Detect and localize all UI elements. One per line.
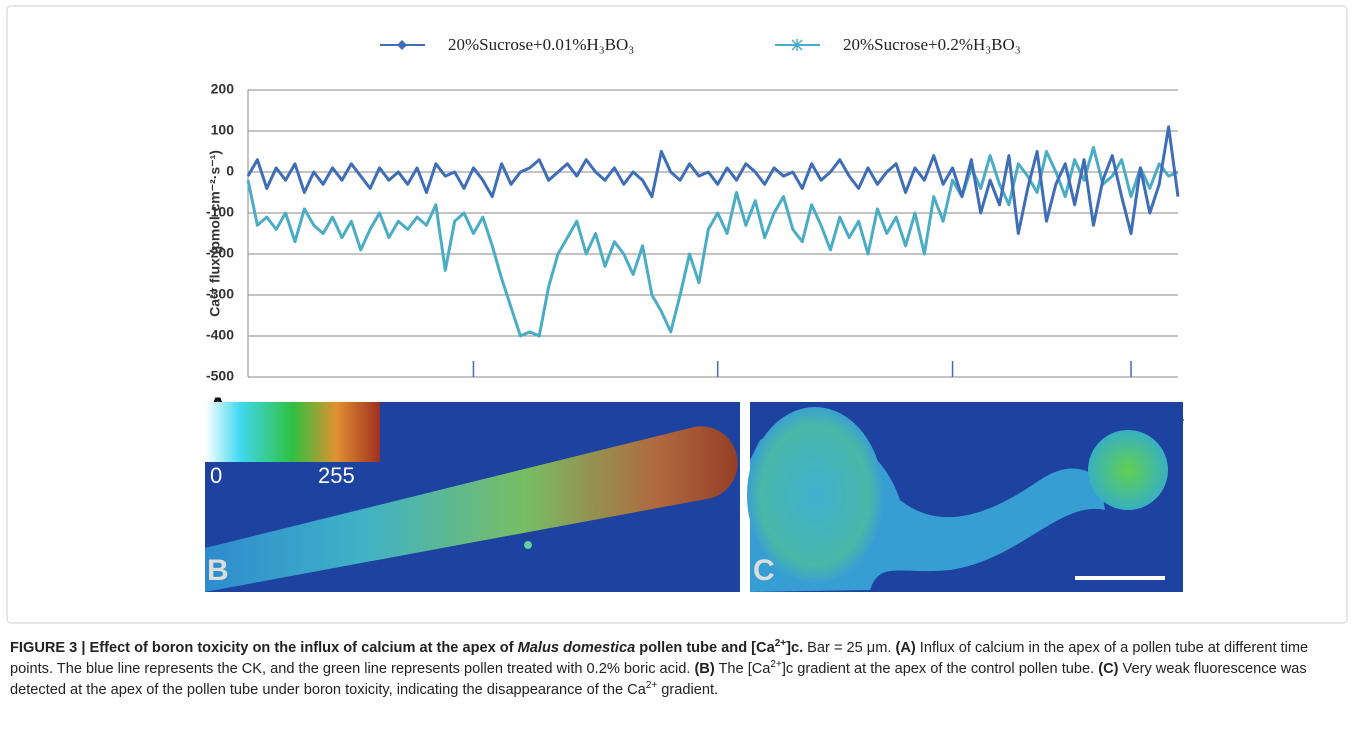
figure-frame [6, 5, 1348, 624]
caption-text: ]c gradient at the apex of the control p… [781, 661, 1099, 677]
panel-label: C [753, 554, 775, 587]
caption-text: Bar = 25 μm. [803, 640, 896, 656]
panel-c: C [747, 402, 1183, 592]
caption-text: Influx of calcium in the apex of a polle… [10, 640, 1309, 677]
caption-text: pollen tube and [Ca [635, 640, 775, 656]
legend-marker [791, 39, 803, 51]
caption-text: The [Ca [714, 661, 771, 677]
tube-tip [1088, 430, 1168, 510]
y-tick-label: 200 [211, 81, 235, 97]
panel-b: 0 255 B [205, 402, 740, 592]
caption-text: Malus domestica [517, 640, 636, 656]
y-tick-label: -300 [206, 286, 234, 302]
caption-text: gradient. [657, 682, 719, 698]
legend-label: 20%Sucrose+0.01%H₃BO₃ [448, 35, 634, 54]
caption-text: 2+ [645, 680, 658, 692]
caption-text: (A) [895, 640, 916, 656]
colorbar [205, 402, 380, 462]
figure: 200 100 0 -100 -200 -300 -400 -500 Ca²⁺ flux (pm… [6, 5, 1348, 624]
y-tick-label: -200 [206, 245, 234, 261]
y-tick-label: -500 [206, 368, 234, 384]
legend-marker [397, 40, 407, 50]
y-axis-label: Ca²⁺ flux (pmol·cm⁻²·s⁻¹) [207, 150, 223, 317]
y-tick-label: 0 [226, 163, 234, 179]
caption-text: (B) [694, 661, 715, 677]
y-tick-label: -100 [206, 204, 234, 220]
pollen-tube [205, 426, 738, 592]
series-line [246, 125, 1180, 235]
caption-text: 2+ [774, 638, 787, 650]
colorbar-max: 255 [318, 463, 355, 488]
caption-text: 2+ [770, 659, 782, 671]
y-tick-label: 100 [211, 122, 235, 138]
colorbar-min: 0 [210, 463, 222, 488]
pollen-grain [747, 407, 883, 583]
caption-text: Very weak fluorescence was detected at t… [10, 661, 1307, 698]
caption-text: ]c. [786, 640, 804, 656]
chart: 200 100 0 -100 -200 -300 -400 -500 Ca²⁺ flux (pm… [206, 35, 1184, 428]
caption: FIGURE 3 | Effect of boron toxicity on t… [10, 638, 1345, 701]
legend-label: 20%Sucrose+0.2%H₃BO₃ [843, 35, 1021, 54]
y-tick-label: -400 [206, 327, 234, 343]
series-line [246, 145, 1179, 338]
caption-text: (C) [1098, 661, 1119, 677]
panel-label: B [207, 554, 229, 587]
speck [524, 541, 532, 549]
caption-text: FIGURE 3 | Effect of boron toxicity on t… [10, 640, 518, 656]
